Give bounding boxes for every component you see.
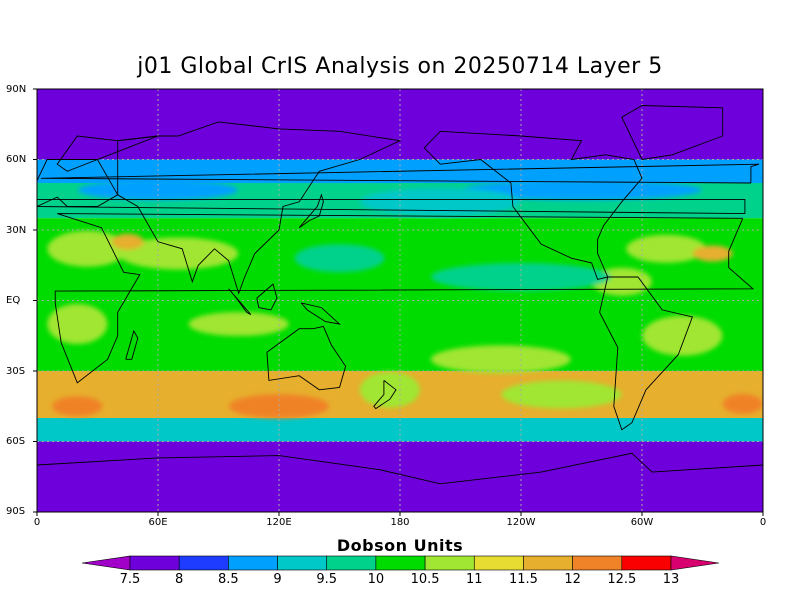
lat-label-eq: EQ	[6, 295, 21, 306]
colorbar-label-11: 13	[662, 572, 680, 587]
colorbar-over-triangle	[670, 555, 720, 571]
patch-indian-green	[188, 312, 289, 336]
colorbar-label-9: 12	[564, 572, 581, 587]
colorbar-swatch-9	[572, 555, 623, 571]
patch-sepac-green	[501, 380, 622, 409]
lon-label-0-end: 0	[759, 517, 767, 528]
coast-japan	[298, 193, 324, 229]
patch-npacific-cyan	[360, 187, 521, 216]
colorbar-swatch-7	[473, 555, 524, 571]
coast-madagascar	[125, 329, 139, 360]
lon-label-60w: 60W	[630, 517, 654, 528]
colorbar-label-3: 9	[273, 572, 282, 587]
lon-label-120e: 120E	[266, 517, 292, 528]
lat-label-30n: 30N	[6, 225, 27, 236]
colorbar-label-1: 8	[175, 572, 184, 587]
colorbar-swatch-10	[621, 555, 672, 571]
map-title: j01 Global CrIS Analysis on 20250714 Lay…	[137, 54, 663, 79]
patch-sindian-orange	[229, 394, 329, 419]
colorbar-label-6: 10.5	[410, 572, 440, 587]
coast-sumatra	[228, 288, 252, 315]
coast-south-america	[599, 276, 694, 431]
colorbar-under-triangle	[81, 555, 131, 571]
axis-ticks	[33, 88, 764, 516]
coast-greenland	[621, 105, 724, 160]
colorbar-swatch-4	[326, 555, 377, 571]
colorbar-title: Dobson Units	[336, 536, 464, 555]
lat-label-60n: 60N	[6, 154, 27, 165]
patch-epac-cyan	[431, 263, 611, 291]
colorbar-swatch-2	[228, 555, 278, 571]
lat-label-90n: 90N	[6, 84, 27, 95]
lon-label-180: 180	[390, 517, 410, 528]
colorbar-swatch-1	[178, 555, 229, 571]
colorbar-label-7: 11	[465, 572, 483, 587]
coastlines	[37, 105, 763, 512]
patch-tasman-green	[359, 371, 420, 408]
coast-north-america	[423, 130, 643, 280]
coast-uk	[40, 163, 760, 184]
lon-label-120w: 120W	[506, 517, 536, 528]
patch-wpac-cyan	[294, 244, 385, 273]
colorbar-swatch-0	[129, 555, 180, 571]
patch-brazil-green	[642, 315, 723, 356]
lon-label-0: 0	[33, 517, 41, 528]
colorbar-swatch-8	[523, 555, 573, 571]
coast-australia	[266, 325, 347, 391]
patch-africa-green	[47, 304, 108, 344]
coast-antarctica	[37, 452, 763, 512]
patch-spac-green	[430, 345, 571, 374]
colorbar-label-0: 7.5	[119, 572, 141, 587]
coast-asia	[117, 121, 402, 295]
colorbar-label-4: 9.5	[316, 572, 338, 587]
lon-label-60e: 60E	[148, 517, 168, 528]
coast-borneo	[256, 283, 278, 311]
coast-europe	[37, 135, 746, 215]
patch-sahara-green	[47, 230, 128, 267]
colorbar	[81, 555, 720, 571]
colorbar-label-5: 10	[367, 572, 385, 587]
patch-satl2-orange	[722, 393, 763, 414]
colorbar-label-2: 8.5	[218, 572, 239, 587]
lat-label-90s: 90S	[6, 506, 26, 517]
colorbar-label-10: 12.5	[607, 572, 637, 587]
colorbar-swatch-3	[277, 555, 328, 571]
colorbar-swatch-5	[375, 555, 426, 571]
colorbar-label-8: 11.5	[508, 572, 538, 587]
colorbar-swatch-6	[424, 555, 475, 571]
coast-new-zealand	[373, 380, 397, 410]
lat-label-30s: 30S	[6, 366, 26, 377]
patch-satl-orange	[52, 396, 103, 417]
coast-africa	[54, 213, 755, 384]
coast-new-guinea	[300, 302, 341, 325]
patch-natl-yellow	[692, 245, 733, 262]
patch-red-sea-yellow	[111, 233, 144, 250]
patch-natl-green	[626, 234, 707, 263]
field-band-6	[37, 441, 763, 512]
lat-label-60s: 60S	[6, 436, 26, 447]
patch-arabia-green	[118, 237, 239, 270]
